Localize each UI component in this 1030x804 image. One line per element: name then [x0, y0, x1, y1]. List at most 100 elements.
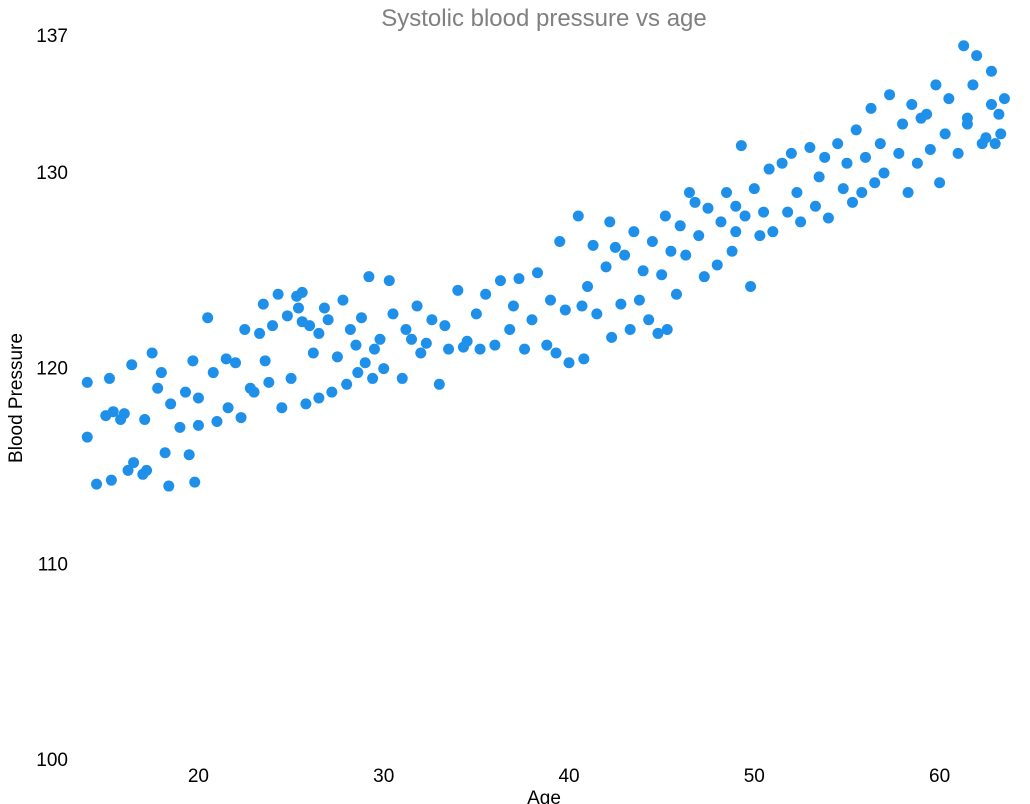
data-point — [999, 93, 1010, 104]
data-point — [758, 207, 769, 218]
data-point — [897, 119, 908, 130]
data-point — [810, 201, 821, 212]
data-point — [426, 314, 437, 325]
data-point — [764, 164, 775, 175]
data-point — [293, 302, 304, 313]
data-point — [82, 432, 93, 443]
data-point — [363, 271, 374, 282]
y-tick-label: 110 — [38, 554, 68, 575]
data-point — [841, 158, 852, 169]
data-point — [819, 152, 830, 163]
data-point — [656, 269, 667, 280]
data-point — [513, 273, 524, 284]
data-point — [606, 332, 617, 343]
data-point — [851, 124, 862, 135]
data-point — [791, 187, 802, 198]
data-point — [313, 328, 324, 339]
data-point — [412, 301, 423, 312]
data-point — [104, 373, 115, 384]
data-point — [308, 347, 319, 358]
data-point — [304, 320, 315, 331]
data-point — [906, 99, 917, 110]
data-point — [777, 158, 788, 169]
data-point — [323, 314, 334, 325]
data-point — [986, 99, 997, 110]
data-point — [782, 207, 793, 218]
data-point — [925, 144, 936, 155]
data-point — [345, 324, 356, 335]
data-point — [126, 359, 137, 370]
data-point — [745, 281, 756, 292]
data-point — [564, 357, 575, 368]
data-point — [832, 138, 843, 149]
data-point — [727, 246, 738, 257]
data-point — [993, 109, 1004, 120]
chart-title: Systolic blood pressure vs age — [381, 5, 707, 32]
data-point — [471, 308, 482, 319]
data-point — [786, 148, 797, 159]
data-point — [980, 132, 991, 143]
data-point — [930, 79, 941, 90]
data-point — [495, 275, 506, 286]
data-point — [267, 320, 278, 331]
scatter-chart: Systolic blood pressure vs age2030405060… — [0, 0, 1030, 804]
data-point — [378, 363, 389, 374]
data-point — [326, 387, 337, 398]
data-point — [193, 420, 204, 431]
data-point — [258, 299, 269, 310]
data-point — [82, 377, 93, 388]
data-point — [754, 230, 765, 241]
data-point — [943, 93, 954, 104]
data-point — [421, 338, 432, 349]
data-point — [634, 295, 645, 306]
data-point — [702, 203, 713, 214]
data-point — [615, 299, 626, 310]
data-point — [526, 314, 537, 325]
data-point — [699, 271, 710, 282]
data-point — [319, 302, 330, 313]
data-point — [875, 138, 886, 149]
data-point — [582, 281, 593, 292]
data-point — [356, 312, 367, 323]
data-point — [397, 373, 408, 384]
data-point — [367, 373, 378, 384]
y-axis-label: Blood Pressure — [6, 333, 27, 463]
data-point — [903, 187, 914, 198]
data-point — [106, 475, 117, 486]
data-point — [174, 422, 185, 433]
data-point — [475, 344, 486, 355]
data-point — [532, 267, 543, 278]
data-point — [995, 128, 1006, 139]
data-point — [519, 344, 530, 355]
chart-container: Systolic blood pressure vs age2030405060… — [0, 0, 1030, 804]
data-point — [619, 250, 630, 261]
data-point — [434, 379, 445, 390]
data-point — [576, 301, 587, 312]
data-point — [313, 393, 324, 404]
data-point — [680, 250, 691, 261]
data-point — [912, 158, 923, 169]
data-point — [643, 314, 654, 325]
data-point — [869, 177, 880, 188]
data-point — [665, 246, 676, 257]
y-tick-label: 137 — [36, 26, 68, 47]
data-point — [921, 109, 932, 120]
data-point — [578, 353, 589, 364]
data-point — [189, 477, 200, 488]
data-point — [591, 308, 602, 319]
data-point — [958, 40, 969, 51]
data-point — [352, 367, 363, 378]
data-point — [128, 457, 139, 468]
data-point — [139, 414, 150, 425]
data-point — [508, 301, 519, 312]
data-point — [332, 351, 343, 362]
data-point — [160, 447, 171, 458]
data-point — [767, 226, 778, 237]
data-point — [795, 216, 806, 227]
data-point — [489, 340, 500, 351]
data-point — [638, 265, 649, 276]
data-point — [940, 128, 951, 139]
data-point — [400, 324, 411, 335]
data-point — [879, 167, 890, 178]
data-point — [341, 379, 352, 390]
